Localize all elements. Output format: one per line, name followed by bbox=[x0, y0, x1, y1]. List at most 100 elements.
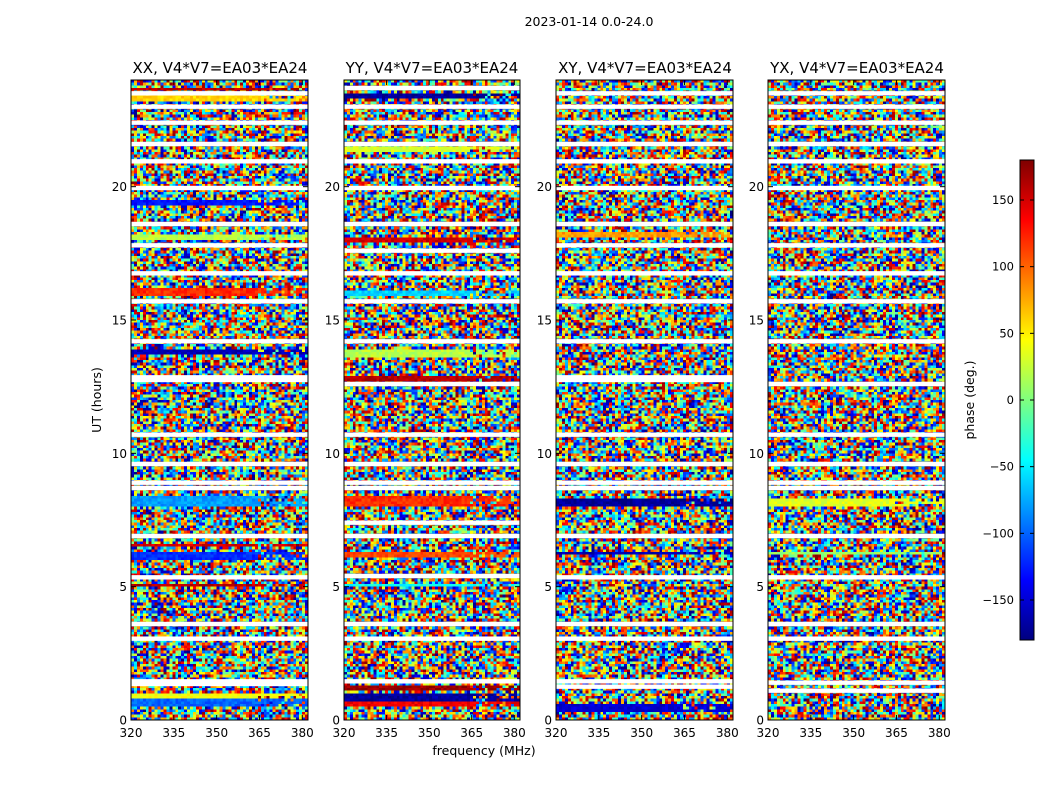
flagged-gap bbox=[344, 339, 520, 344]
flagged-gap bbox=[131, 621, 308, 627]
y-tick-label: 5 bbox=[544, 580, 552, 594]
x-tick-label: 320 bbox=[757, 726, 780, 740]
flagged-gap bbox=[344, 271, 520, 276]
flagged-gap bbox=[556, 271, 733, 276]
colorbar-tick-label: 150 bbox=[992, 193, 1014, 207]
panel-title: XY, V4*V7=EA03*EA24 bbox=[558, 59, 732, 77]
x-tick-label: 335 bbox=[375, 726, 398, 740]
flagged-gap bbox=[131, 271, 308, 276]
x-tick-label: 350 bbox=[630, 726, 653, 740]
flagged-gap bbox=[768, 271, 945, 276]
axes-frame bbox=[767, 79, 946, 721]
x-tick-label: 365 bbox=[460, 726, 483, 740]
flagged-gap bbox=[768, 688, 945, 693]
y-axis-label: UT (hours) bbox=[89, 367, 104, 433]
y-tick-label: 5 bbox=[332, 580, 340, 594]
flagged-gap bbox=[556, 621, 733, 627]
x-tick-label: 320 bbox=[120, 726, 143, 740]
y-tick-label: 10 bbox=[749, 447, 764, 461]
x-tick-label: 380 bbox=[716, 726, 739, 740]
flagged-gap bbox=[556, 299, 733, 304]
flagged-gap bbox=[131, 91, 308, 96]
phase-heatmap bbox=[131, 80, 308, 720]
colorbar-label: phase (deg.) bbox=[962, 361, 977, 440]
flagged-gap bbox=[131, 575, 308, 580]
panel-title: YX, V4*V7=EA03*EA24 bbox=[769, 59, 944, 77]
flagged-gap bbox=[344, 221, 520, 227]
y-tick-label: 20 bbox=[325, 180, 340, 194]
flagged-gap bbox=[768, 91, 945, 96]
flagged-gap bbox=[344, 248, 520, 253]
flagged-gap bbox=[556, 480, 733, 485]
flagged-gap bbox=[556, 432, 733, 437]
flagged-gap bbox=[768, 575, 945, 580]
colorbar-tick-label: −100 bbox=[982, 526, 1014, 540]
flagged-gap bbox=[556, 679, 733, 684]
colorbar-ticks: −150 −100 −50 0 50 100 150 bbox=[982, 193, 1034, 607]
flagged-gap bbox=[344, 573, 520, 579]
panel-xx: XX, V4*V7=EA03*EA24 320 335 350 365 380 0 5 10… bbox=[112, 59, 314, 740]
x-axis-ticks: 320 335 350 365 380 bbox=[120, 80, 314, 740]
flagged-gap bbox=[556, 185, 733, 191]
x-tick-label: 350 bbox=[418, 726, 441, 740]
flagged-gap bbox=[131, 375, 308, 380]
flagged-gap bbox=[556, 339, 733, 344]
flagged-gap bbox=[768, 141, 945, 147]
flagged-gap bbox=[344, 299, 520, 304]
y-tick-label: 15 bbox=[749, 314, 764, 328]
flagged-gap bbox=[131, 159, 308, 164]
flagged-gap bbox=[768, 533, 945, 539]
flagged-gap bbox=[556, 485, 733, 491]
y-tick-label: 15 bbox=[325, 314, 340, 328]
flagged-gap bbox=[131, 679, 308, 684]
flagged-gap bbox=[344, 480, 520, 485]
flagged-gap bbox=[556, 375, 733, 380]
y-tick-label: 0 bbox=[756, 714, 764, 728]
flagged-gap bbox=[768, 104, 945, 109]
flagged-gap bbox=[556, 104, 733, 109]
flagged-gap bbox=[131, 461, 308, 467]
axes-frame bbox=[130, 79, 309, 721]
x-tick-label: 365 bbox=[248, 726, 271, 740]
flagged-gap bbox=[768, 480, 945, 485]
flagged-gap bbox=[131, 185, 308, 191]
y-tick-label: 15 bbox=[112, 314, 127, 328]
x-tick-label: 335 bbox=[799, 726, 822, 740]
flagged-gap bbox=[131, 221, 308, 227]
flagged-gap bbox=[344, 141, 520, 147]
x-tick-label: 380 bbox=[503, 726, 526, 740]
flagged-gap bbox=[768, 243, 945, 248]
flagged-gap bbox=[131, 636, 308, 641]
panel-yx: YX, V4*V7=EA03*EA24 320 335 350 365 380 0 5 10… bbox=[749, 59, 951, 740]
flagged-gap bbox=[556, 461, 733, 467]
flagged-gap bbox=[768, 621, 945, 627]
phase-heatmap bbox=[768, 80, 945, 720]
flagged-gap bbox=[556, 533, 733, 539]
flagged-gap bbox=[768, 120, 945, 125]
flagged-gap bbox=[768, 339, 945, 344]
flagged-gap bbox=[556, 91, 733, 96]
flagged-gap bbox=[131, 120, 308, 125]
flagged-gap bbox=[768, 461, 945, 467]
panel-yy: YY, V4*V7=EA03*EA24 320 335 350 365 380 0 5 10… bbox=[325, 59, 526, 740]
y-tick-label: 10 bbox=[112, 447, 127, 461]
flagged-gap bbox=[344, 85, 520, 91]
x-tick-label: 320 bbox=[545, 726, 568, 740]
x-tick-label: 365 bbox=[885, 726, 908, 740]
flagged-gap bbox=[768, 485, 945, 491]
flagged-gap bbox=[131, 681, 308, 687]
flagged-gap bbox=[131, 243, 308, 248]
panel-title: YY, V4*V7=EA03*EA24 bbox=[345, 59, 519, 77]
flagged-gap bbox=[344, 485, 520, 491]
x-tick-label: 335 bbox=[162, 726, 185, 740]
flagged-gap bbox=[131, 432, 308, 437]
y-axis-ticks: 0 5 10 15 20 bbox=[325, 180, 520, 728]
flagged-gap bbox=[131, 104, 308, 109]
flagged-gap bbox=[768, 185, 945, 191]
panel-xy: XY, V4*V7=EA03*EA24 320 335 350 365 380 0 5 10… bbox=[537, 59, 739, 740]
colorbar-tick-label: 50 bbox=[999, 326, 1014, 340]
flagged-gap bbox=[131, 485, 308, 491]
flagged-gap bbox=[768, 432, 945, 437]
y-tick-label: 15 bbox=[537, 314, 552, 328]
